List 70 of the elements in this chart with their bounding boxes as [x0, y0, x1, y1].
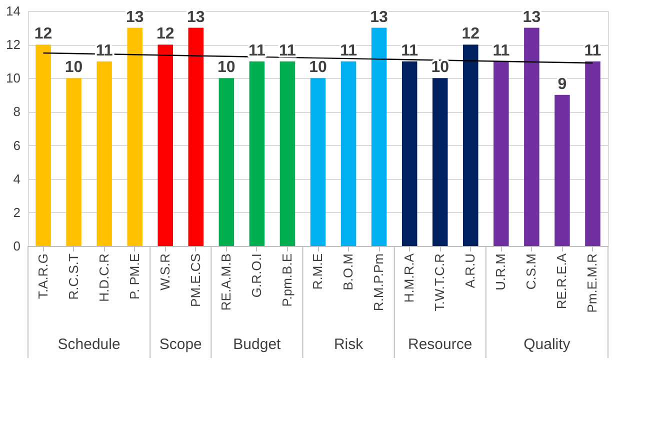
bar [432, 78, 448, 246]
x-tick-label: H.M.R.A [402, 253, 417, 303]
data-label: 12 [156, 26, 174, 43]
y-tick-label: 14 [6, 4, 20, 18]
data-label: 10 [218, 59, 236, 76]
x-tick-label: Pm.E.M.R [584, 254, 600, 313]
bar [36, 44, 51, 246]
y-tick-label: 8 [13, 104, 20, 120]
x-tick-label: P. PM.E [126, 253, 142, 300]
x-tick-label: T.W.T.C.R [432, 254, 448, 312]
x-tick-label: G.R.O.I [248, 254, 264, 298]
data-label: 10 [64, 59, 83, 76]
data-label: 11 [279, 42, 296, 60]
x-tick-label: RE.A.M.B [218, 254, 234, 311]
text: Resource [408, 336, 472, 353]
x-tick-label: U.R.M [493, 254, 508, 290]
x-tick-label: RE.R.E.A [554, 253, 570, 310]
bar [188, 28, 204, 246]
x-tick-label: R.M.E [310, 253, 325, 290]
y-tick-label: 2 [13, 204, 20, 220]
data-label: 10 [431, 59, 450, 76]
x-tick-label: C.S.M [524, 254, 539, 290]
data-label: 9 [558, 76, 567, 93]
data-label: 10 [309, 59, 327, 76]
bar [554, 94, 570, 246]
bar [96, 61, 112, 246]
data-label: 12 [462, 26, 480, 43]
data-label: 11 [492, 42, 510, 60]
bar [340, 61, 356, 246]
bar [66, 78, 82, 246]
x-tick-label: R.C.S.T [66, 253, 81, 300]
text: Schedule [58, 336, 120, 353]
x-tick-label: H.D.C.R [96, 254, 112, 302]
bar [218, 78, 234, 246]
x-tick-label: T.A.R.G [35, 254, 50, 300]
bar [310, 78, 326, 246]
bar [249, 61, 265, 246]
y-tick-label: 4 [13, 171, 20, 186]
y-tick-label: 10 [6, 70, 20, 86]
bar [127, 28, 142, 246]
bar [494, 61, 509, 246]
x-tick-label: B.O.M [340, 254, 356, 290]
bar [371, 28, 387, 246]
bar [524, 28, 540, 246]
data-label: 13 [126, 8, 144, 26]
x-tick-label: P.pm.B.E [279, 253, 294, 307]
y-tick-label: 12 [6, 37, 20, 52]
x-tick-label: A.R.U [462, 254, 478, 288]
y-tick-label: 0 [13, 238, 20, 254]
bar [158, 44, 173, 246]
bar [585, 61, 600, 246]
data-label: 11 [401, 42, 418, 60]
data-label: 11 [248, 42, 266, 60]
text: Budget [233, 336, 282, 353]
x-tick-label: W.S.R [157, 254, 172, 290]
x-tick-label: PM.E.CS [188, 253, 203, 307]
bar [402, 61, 418, 246]
text: Scope [159, 336, 202, 353]
data-label: 13 [186, 8, 205, 26]
data-label: 13 [370, 8, 388, 26]
data-label: 13 [522, 8, 541, 26]
text: Quality [524, 336, 571, 353]
data-label: 11 [584, 42, 602, 60]
bar [280, 61, 296, 246]
text: Risk [334, 336, 364, 353]
x-tick-label: R.M.P.Pm [371, 254, 386, 312]
data-label: 11 [340, 42, 358, 60]
bar [463, 44, 478, 246]
y-tick-label: 6 [13, 138, 20, 153]
data-label: 12 [34, 26, 52, 43]
